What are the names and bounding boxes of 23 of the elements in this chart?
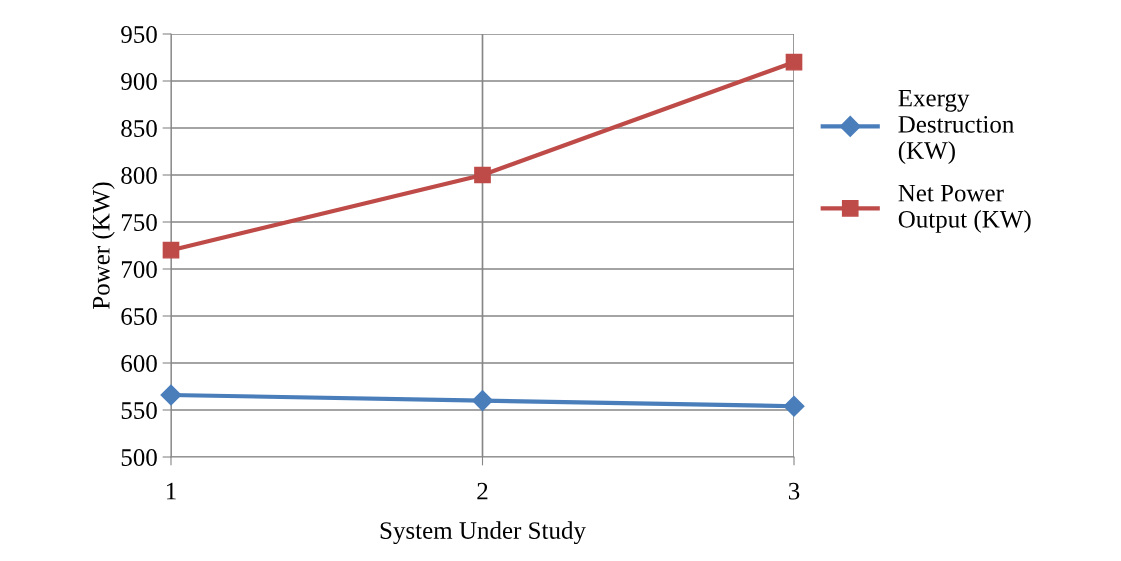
y-tick-label: 850 (121, 120, 157, 137)
point (474, 166, 491, 184)
y-tick-label: 700 (121, 261, 157, 278)
y-tick-label: 800 (121, 167, 157, 184)
x-tick-label: 3 (788, 482, 800, 500)
y-tick-label: 550 (121, 402, 157, 419)
point (162, 241, 180, 259)
x-tick-label: 2 (477, 482, 488, 500)
point (783, 395, 805, 417)
legend-label: Net Power Output (KW) (898, 184, 1031, 233)
y-tick-label: 500 (121, 449, 157, 466)
legend-label: Exergy Destruction (KW) (898, 89, 1014, 164)
x-axis-title: System Under Study (380, 521, 586, 545)
x-tick-label: 1 (166, 482, 176, 500)
y-tick-label: 750 (121, 214, 157, 231)
y-axis-title: Power (KW) (92, 182, 115, 309)
y-tick-label: 950 (121, 26, 157, 43)
y-tick-label: 600 (121, 355, 157, 372)
point (471, 390, 494, 412)
point (785, 53, 803, 71)
y-tick-label: 650 (121, 308, 157, 325)
point (160, 384, 182, 406)
y-tick-label: 900 (121, 73, 157, 90)
